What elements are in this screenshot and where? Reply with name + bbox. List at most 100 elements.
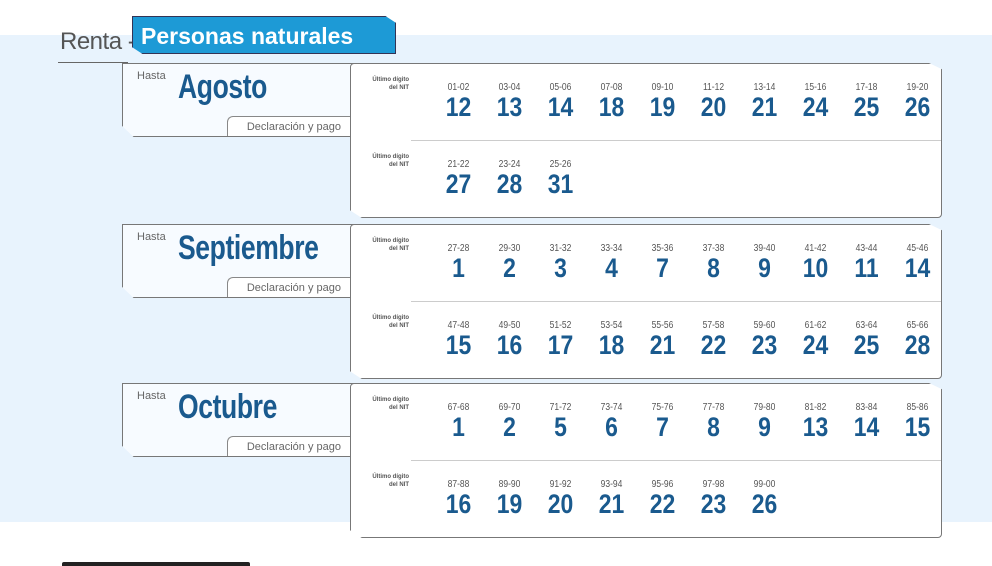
due-day: 15	[904, 412, 931, 442]
date-cell: 59-60 23	[739, 320, 790, 359]
nit-range: 99-00	[753, 479, 776, 490]
nit-range: 89-90	[498, 479, 521, 490]
date-cell: 69-70 2	[484, 402, 535, 441]
due-day: 1	[452, 412, 465, 442]
due-day: 2	[503, 412, 516, 442]
date-cell: 49-50 16	[484, 320, 535, 359]
nit-label-line2: del NIT	[388, 246, 409, 252]
date-cell: 17-18 25	[841, 82, 892, 121]
due-day: 10	[802, 253, 829, 283]
date-cell: 79-80 9	[739, 402, 790, 441]
date-cell: 51-52 17	[535, 320, 586, 359]
nit-range: 41-42	[804, 243, 827, 254]
date-cell: 87-88 16	[433, 479, 484, 518]
date-cell: 39-40 9	[739, 243, 790, 282]
date-cell: 25-26 31	[535, 159, 586, 198]
nit-range: 69-70	[498, 402, 521, 413]
date-cell: 57-58 22	[688, 320, 739, 359]
date-cell: 03-04 13	[484, 82, 535, 121]
due-day: 9	[758, 253, 771, 283]
nit-range: 27-28	[447, 243, 470, 254]
due-day: 22	[649, 489, 676, 519]
due-day: 15	[445, 330, 472, 360]
nit-label: Último dígito del NIT	[351, 76, 409, 92]
due-day: 6	[605, 412, 618, 442]
nit-label-line2: del NIT	[388, 323, 409, 329]
date-cell: 41-42 10	[790, 243, 841, 282]
due-day: 14	[853, 412, 880, 442]
nit-range: 83-84	[855, 402, 878, 413]
nit-range: 53-54	[600, 320, 623, 331]
nit-range: 49-50	[498, 320, 521, 331]
due-day: 14	[547, 92, 574, 122]
nit-label-line1: Último dígito	[372, 154, 409, 160]
nit-range: 23-24	[498, 159, 521, 170]
dates-card: Último dígito del NIT 27-28 1 29-30 2 31-…	[350, 224, 942, 379]
nit-range: 33-34	[600, 243, 623, 254]
nit-range: 15-16	[804, 82, 827, 93]
due-day: 21	[649, 330, 676, 360]
date-cell: 43-44 11	[841, 243, 892, 282]
due-day: 19	[496, 489, 523, 519]
due-day: 24	[802, 92, 829, 122]
date-cell: 55-56 21	[637, 320, 688, 359]
dates-card: Último dígito del NIT 67-68 1 69-70 2 71-…	[350, 383, 942, 538]
due-day: 26	[904, 92, 931, 122]
date-cell: 99-00 26	[739, 479, 790, 518]
date-cell: 95-96 22	[637, 479, 688, 518]
date-cell: 13-14 21	[739, 82, 790, 121]
due-day: 25	[853, 330, 880, 360]
nit-range: 57-58	[702, 320, 725, 331]
nit-range: 75-76	[651, 402, 674, 413]
nit-label: Último dígito del NIT	[351, 396, 409, 412]
date-cell: 33-34 4	[586, 243, 637, 282]
due-day: 16	[445, 489, 472, 519]
due-day: 4	[605, 253, 618, 283]
date-cell: 67-68 1	[433, 402, 484, 441]
nit-range: 59-60	[753, 320, 776, 331]
nit-range: 21-22	[447, 159, 470, 170]
date-cell: 75-76 7	[637, 402, 688, 441]
date-cell: 21-22 27	[433, 159, 484, 198]
nit-label-line1: Último dígito	[372, 238, 409, 244]
nit-range: 73-74	[600, 402, 623, 413]
date-cell: 77-78 8	[688, 402, 739, 441]
tab-personas-naturales[interactable]: Personas naturales	[132, 16, 396, 54]
nit-range: 13-14	[753, 82, 776, 93]
date-cell: 23-24 28	[484, 159, 535, 198]
bottom-button[interactable]	[62, 562, 250, 566]
date-cell: 29-30 2	[484, 243, 535, 282]
due-day: 27	[445, 169, 472, 199]
nit-range: 19-20	[906, 82, 929, 93]
nit-label-line1: Último dígito	[372, 397, 409, 403]
dates-row: Último dígito del NIT 01-02 12 03-04 13 0…	[351, 64, 941, 140]
date-cell: 53-54 18	[586, 320, 637, 359]
nit-range: 97-98	[702, 479, 725, 490]
nit-label-line2: del NIT	[388, 162, 409, 168]
due-day: 5	[554, 412, 567, 442]
date-cell: 91-92 20	[535, 479, 586, 518]
nit-range: 79-80	[753, 402, 776, 413]
nit-range: 29-30	[498, 243, 521, 254]
due-day: 26	[751, 489, 778, 519]
nit-range: 03-04	[498, 82, 521, 93]
due-day: 7	[656, 253, 669, 283]
dates-card: Último dígito del NIT 01-02 12 03-04 13 0…	[350, 63, 942, 218]
page-title: Renta -	[60, 28, 136, 55]
nit-range: 17-18	[855, 82, 878, 93]
nit-range: 65-66	[906, 320, 929, 331]
nit-label: Último dígito del NIT	[351, 153, 409, 169]
date-cell: 45-46 14	[892, 243, 942, 282]
date-cell: 47-48 15	[433, 320, 484, 359]
nit-range: 09-10	[651, 82, 674, 93]
nit-label-line2: del NIT	[388, 405, 409, 411]
nit-range: 39-40	[753, 243, 776, 254]
nit-label-line2: del NIT	[388, 482, 409, 488]
nit-range: 35-36	[651, 243, 674, 254]
nit-range: 87-88	[447, 479, 470, 490]
due-day: 21	[751, 92, 778, 122]
hasta-label: Hasta	[137, 70, 166, 82]
nit-range: 85-86	[906, 402, 929, 413]
nit-range: 25-26	[549, 159, 572, 170]
due-day: 19	[649, 92, 676, 122]
